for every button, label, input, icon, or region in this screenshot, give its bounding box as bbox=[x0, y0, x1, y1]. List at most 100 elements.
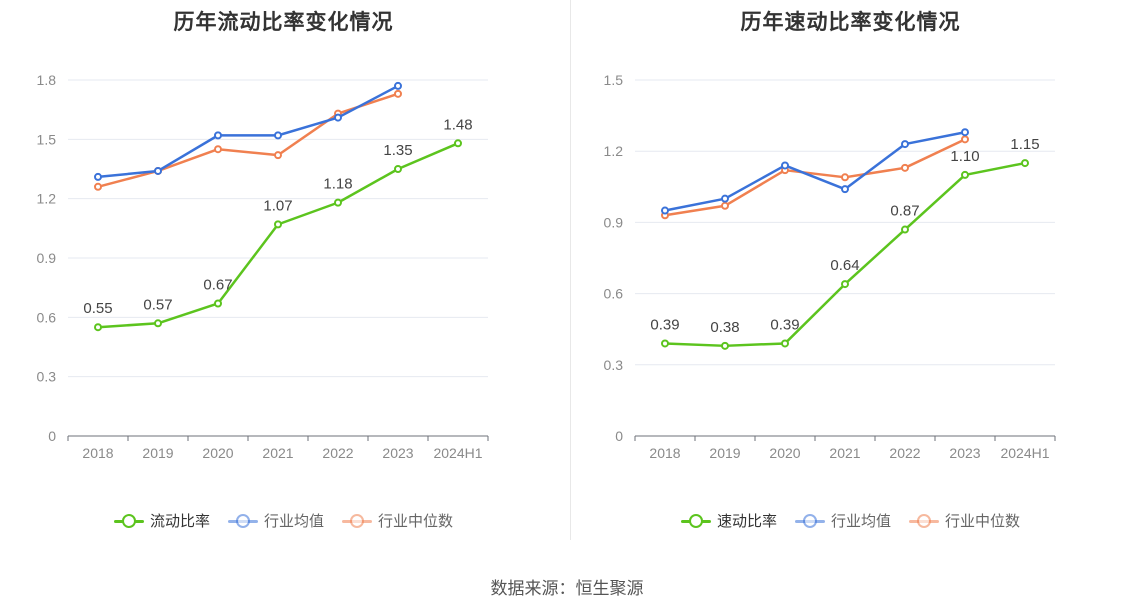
data-label: 0.64 bbox=[830, 257, 859, 274]
x-tick-label: 2023 bbox=[949, 445, 980, 461]
data-label: 0.39 bbox=[770, 316, 799, 333]
data-point bbox=[454, 139, 462, 148]
legend-label: 流动比率 bbox=[149, 513, 210, 530]
data-point bbox=[961, 135, 969, 144]
series-line bbox=[97, 84, 399, 179]
data-point bbox=[274, 220, 282, 229]
data-point bbox=[721, 194, 729, 203]
legend-marker-icon bbox=[680, 513, 711, 528]
data-point bbox=[154, 319, 162, 328]
y-tick-label: 0.9 bbox=[604, 214, 624, 230]
x-tick-label: 2021 bbox=[829, 445, 860, 461]
data-point bbox=[274, 151, 282, 160]
x-tick-label: 2024H1 bbox=[433, 445, 482, 461]
y-tick-label: 0.9 bbox=[37, 250, 57, 266]
chart-panel-current-ratio: 历年流动比率变化情况 0 0.3 0.6 0.9 1.2 1.5 1.8 2018 2019 20… bbox=[0, 0, 567, 560]
chart-title: 历年速动比率变化情况 bbox=[740, 11, 961, 34]
data-point bbox=[901, 163, 909, 172]
series-line bbox=[97, 92, 399, 189]
chart-panel-quick-ratio: 历年速动比率变化情况 0 0.3 0.6 0.9 1.2 1.5 2018 2019 2020 2… bbox=[567, 0, 1134, 560]
y-tick-label: 0.6 bbox=[604, 286, 624, 302]
data-point bbox=[214, 299, 222, 308]
legend-label: 行业均值 bbox=[263, 513, 324, 530]
x-tick-label: 2021 bbox=[262, 445, 293, 461]
legend-marker-icon bbox=[794, 513, 825, 528]
data-point bbox=[154, 166, 162, 175]
series-line bbox=[664, 130, 966, 212]
data-label: 0.38 bbox=[710, 319, 739, 336]
data-point bbox=[1021, 159, 1029, 168]
data-point bbox=[841, 173, 849, 182]
y-tick-label: 0.3 bbox=[37, 369, 57, 385]
legend-label: 行业中位数 bbox=[378, 513, 454, 530]
series-line bbox=[664, 138, 966, 217]
x-tick-label: 2020 bbox=[769, 445, 800, 461]
data-label: 0.39 bbox=[650, 316, 679, 333]
x-tick-label: 2019 bbox=[709, 445, 740, 461]
data-label: 0.67 bbox=[203, 276, 232, 293]
data-point bbox=[781, 161, 789, 170]
data-point bbox=[394, 165, 402, 173]
data-point bbox=[94, 182, 102, 191]
legend-label: 行业均值 bbox=[830, 513, 891, 530]
chart-title: 历年流动比率变化情况 bbox=[173, 11, 394, 34]
legend: 流动比率 行业均值 行业中位数 bbox=[0, 510, 567, 531]
data-point bbox=[901, 225, 909, 234]
legend-item[interactable]: 行业均值 bbox=[227, 510, 324, 531]
y-tick-label: 1.5 bbox=[604, 72, 624, 88]
data-point bbox=[334, 113, 342, 122]
x-tick-label: 2022 bbox=[889, 445, 920, 461]
x-tick-label: 2024H1 bbox=[1000, 445, 1049, 461]
data-point bbox=[274, 131, 282, 140]
legend-item[interactable]: 行业均值 bbox=[794, 510, 891, 531]
legend-marker-icon bbox=[909, 513, 939, 528]
legend: 速动比率 行业均值 行业中位数 bbox=[567, 510, 1134, 531]
line-chart-current-ratio: 0 0.3 0.6 0.9 1.2 1.5 1.8 2018 2019 2020 2021 2022 2… bbox=[37, 72, 489, 461]
x-tick-label: 2018 bbox=[649, 445, 680, 461]
data-point bbox=[394, 89, 402, 98]
data-point bbox=[94, 323, 102, 332]
x-tick-label: 2022 bbox=[322, 445, 353, 461]
data-point bbox=[841, 280, 849, 289]
data-label: 1.18 bbox=[323, 176, 352, 193]
data-label: 0.57 bbox=[143, 296, 172, 313]
data-point bbox=[961, 170, 969, 179]
y-tick-label: 0.6 bbox=[37, 309, 57, 325]
data-point bbox=[394, 81, 402, 90]
legend-label: 速动比率 bbox=[716, 513, 777, 530]
panel-divider bbox=[570, 0, 571, 540]
data-point bbox=[661, 206, 669, 215]
y-tick-label: 0.3 bbox=[604, 357, 624, 373]
legend-marker-icon bbox=[113, 513, 144, 528]
data-point bbox=[721, 341, 729, 350]
y-tick-label: 0 bbox=[615, 428, 623, 444]
legend-item[interactable]: 行业中位数 bbox=[909, 510, 1020, 531]
data-point bbox=[334, 198, 342, 207]
line-chart-quick-ratio: 0 0.3 0.6 0.9 1.2 1.5 2018 2019 2020 2021 2022 2023… bbox=[604, 72, 1056, 461]
data-point bbox=[214, 145, 222, 154]
legend-marker-icon bbox=[342, 513, 372, 528]
legend-item[interactable]: 行业中位数 bbox=[342, 510, 453, 531]
data-source-footer: 数据来源：恒生聚源 bbox=[490, 579, 644, 598]
legend-label: 行业中位数 bbox=[945, 513, 1021, 530]
y-tick-label: 1.2 bbox=[604, 143, 624, 159]
data-label: 1.15 bbox=[1010, 136, 1039, 153]
data-point bbox=[94, 172, 102, 181]
y-tick-label: 1.5 bbox=[37, 131, 57, 147]
data-label: 0.55 bbox=[83, 300, 112, 317]
y-tick-label: 1.2 bbox=[37, 191, 57, 207]
legend-item[interactable]: 速动比率 bbox=[680, 510, 777, 531]
legend-item[interactable]: 流动比率 bbox=[113, 510, 210, 531]
data-point bbox=[661, 339, 669, 348]
data-point bbox=[781, 339, 789, 348]
data-point bbox=[961, 128, 969, 137]
data-label: 1.10 bbox=[950, 148, 979, 165]
data-label: 1.07 bbox=[263, 197, 292, 214]
legend-marker-icon bbox=[227, 513, 258, 528]
x-tick-label: 2020 bbox=[202, 445, 233, 461]
data-label: 0.87 bbox=[890, 203, 919, 220]
data-point bbox=[214, 131, 222, 140]
x-tick-label: 2023 bbox=[382, 445, 413, 461]
data-label: 1.48 bbox=[443, 116, 472, 133]
data-point bbox=[901, 140, 909, 149]
